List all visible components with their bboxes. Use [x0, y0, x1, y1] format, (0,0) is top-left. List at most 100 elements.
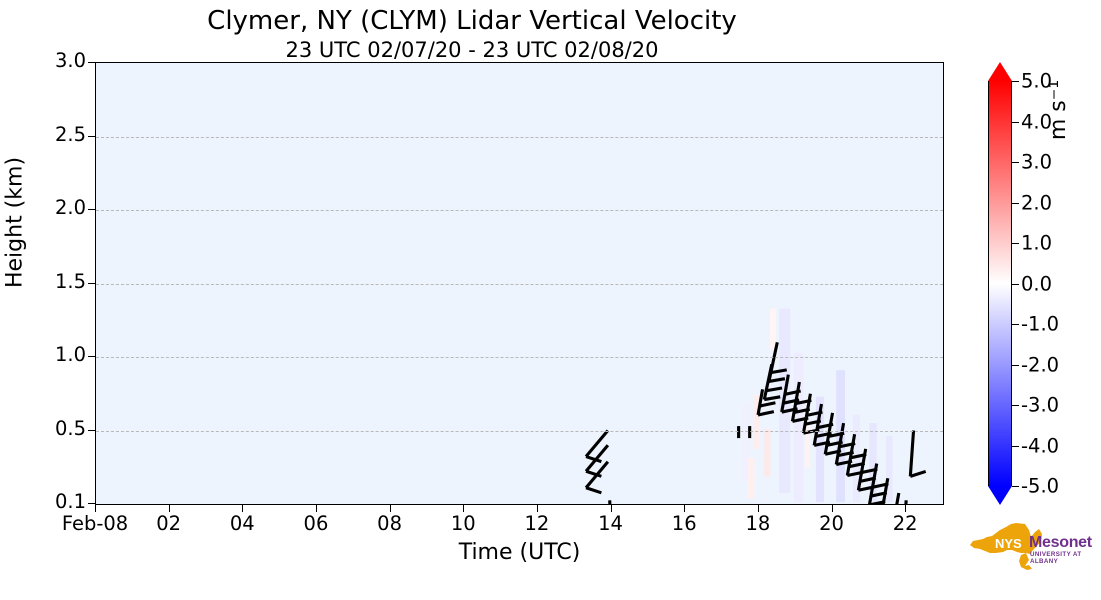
x-tick-mark-04 — [242, 505, 244, 512]
colorbar-gradient — [988, 81, 1012, 486]
logo-nys-text: NYS — [995, 536, 1022, 551]
wind-barb-6 — [756, 389, 776, 417]
x-tick-label-14: 14 — [598, 512, 623, 535]
colorbar-tick-label-3.0: 3.0 — [1021, 150, 1053, 174]
velocity-cell-1 — [793, 352, 804, 503]
x-tick-label-08: 08 — [377, 512, 403, 535]
x-tick-label-06: 06 — [303, 512, 329, 535]
colorbar-min-arrow-icon — [988, 486, 1012, 505]
wind-barb-19 — [895, 492, 901, 504]
wind-barbs — [584, 341, 927, 504]
chart-title: Clymer, NY (CLYM) Lidar Vertical Velocit… — [207, 6, 737, 36]
wind-barb-8 — [762, 364, 783, 402]
x-tick-label-02: 02 — [156, 512, 182, 535]
colorbar-tick-label-4.0: 4.0 — [1021, 110, 1053, 133]
x-tick-mark-22 — [905, 505, 907, 512]
x-tick-mark-10 — [463, 505, 465, 512]
velocity-cell-4 — [852, 414, 861, 503]
gridline-y-0.5 — [96, 430, 943, 432]
velocity-cell-7 — [742, 404, 750, 482]
y-tick-label-0.1: 0.1 — [54, 490, 86, 513]
colorbar-label: m s⁻¹ — [1046, 79, 1071, 141]
y-tick-label-1.5: 1.5 — [54, 269, 86, 293]
colorbar-tick-label--2.0: -2.0 — [1021, 353, 1060, 376]
x-tick-mark-14 — [610, 505, 612, 512]
new-york-state-shape-icon — [970, 523, 1042, 570]
colorbar-tick-label-0.0: 0.0 — [1021, 272, 1053, 295]
velocity-cell-2 — [815, 396, 825, 503]
logo-university-text: UNIVERSITY AT ALBANY — [1030, 551, 1082, 565]
colorbar-tick-label-1.0: 1.0 — [1021, 231, 1053, 255]
colorbar-tick-label--3.0: -3.0 — [1021, 393, 1060, 417]
y-axis-label: Height (km) — [2, 156, 28, 289]
colorbar-tick-label--5.0: -5.0 — [1021, 474, 1060, 498]
x-tick-label-16: 16 — [671, 512, 697, 535]
velocity-cell-12 — [769, 308, 776, 350]
x-tick-label-18: 18 — [745, 512, 771, 535]
colorbar-tick-label--4.0: -4.0 — [1021, 434, 1060, 457]
gridline-y-2.5 — [96, 136, 943, 138]
colorbar-tick-4.0 — [1012, 121, 1019, 123]
y-tick-mark-1.5 — [88, 282, 95, 284]
x-tick-label-10: 10 — [450, 512, 476, 535]
colorbar-tick-2.0 — [1012, 202, 1019, 204]
x-tick-label-20: 20 — [819, 512, 844, 535]
wind-barb-0 — [584, 429, 610, 464]
x-tick-label-Feb-08: Feb-08 — [61, 512, 129, 535]
velocity-cell-5 — [869, 423, 877, 503]
colorbar-tick-1.0 — [1012, 243, 1019, 244]
x-tick-mark-02 — [168, 505, 170, 512]
lidar-data-layer — [584, 308, 927, 504]
plot-clip — [96, 63, 943, 504]
y-tick-mark-1.0 — [88, 356, 95, 357]
colorbar-tick--2.0 — [1012, 364, 1019, 366]
wind-barb-21 — [904, 500, 908, 504]
x-tick-label-04: 04 — [229, 512, 255, 535]
velocity-cell-8 — [753, 395, 760, 449]
y-tick-mark-0.1 — [88, 503, 95, 504]
x-tick-mark-18 — [757, 505, 759, 512]
wind-barb-2 — [584, 460, 610, 495]
gridline-y-1.0 — [96, 357, 943, 358]
colorbar-tick-5.0 — [1012, 81, 1019, 82]
colorbar-tick--1.0 — [1012, 324, 1019, 325]
colorbar-max-arrow-icon — [988, 62, 1012, 81]
y-tick-mark-0.5 — [88, 429, 95, 431]
wind-barb-20 — [908, 430, 927, 478]
y-tick-label-3.0: 3.0 — [54, 49, 86, 72]
velocity-cell-6 — [885, 436, 893, 503]
colorbar-tick-0.0 — [1012, 283, 1019, 285]
colorbar-tick--3.0 — [1012, 405, 1019, 406]
velocity-cell-9 — [764, 429, 771, 477]
wind-barb-3 — [608, 500, 612, 504]
plot-area — [95, 62, 944, 505]
y-tick-label-1.0: 1.0 — [54, 343, 86, 366]
x-tick-mark-16 — [684, 505, 686, 512]
colorbar-tick-label-5.0: 5.0 — [1021, 69, 1053, 93]
y-tick-mark-3.0 — [88, 62, 95, 63]
colorbar-tick--5.0 — [1012, 486, 1019, 487]
x-tick-mark-12 — [536, 505, 538, 512]
x-tick-mark-08 — [389, 505, 391, 512]
wind-barb-1 — [584, 444, 610, 478]
x-tick-label-12: 12 — [524, 512, 550, 535]
x-tick-mark-20 — [831, 505, 833, 512]
colorbar: 5.0 4.0 3.0 2.0 1.0 0.0 -1.0 -2.0 -3.0 -4.0 -5.0 — [988, 62, 1059, 505]
y-tick-mark-2.5 — [88, 135, 95, 137]
x-tick-mark-Feb-08 — [95, 505, 96, 512]
x-tick-mark-06 — [315, 505, 317, 512]
x-axis-label: Time (UTC) — [458, 540, 581, 565]
nys-mesonet-logo: NYS Mesonet UNIVERSITY AT ALBANY — [963, 520, 1098, 578]
x-tick-label-22: 22 — [892, 512, 918, 535]
y-tick-mark-2.0 — [88, 209, 95, 210]
velocity-cell-10 — [747, 458, 755, 499]
y-tick-label-0.5: 0.5 — [54, 416, 86, 440]
colorbar-tick-3.0 — [1012, 162, 1019, 163]
y-tick-label-2.5: 2.5 — [54, 122, 86, 146]
logo-mesonet-text: Mesonet — [1029, 534, 1092, 551]
velocity-cell-11 — [804, 424, 811, 468]
colorbar-tick-label-2.0: 2.0 — [1021, 191, 1053, 214]
gridline-y-2.0 — [96, 210, 943, 211]
colorbar-tick--4.0 — [1012, 445, 1019, 447]
